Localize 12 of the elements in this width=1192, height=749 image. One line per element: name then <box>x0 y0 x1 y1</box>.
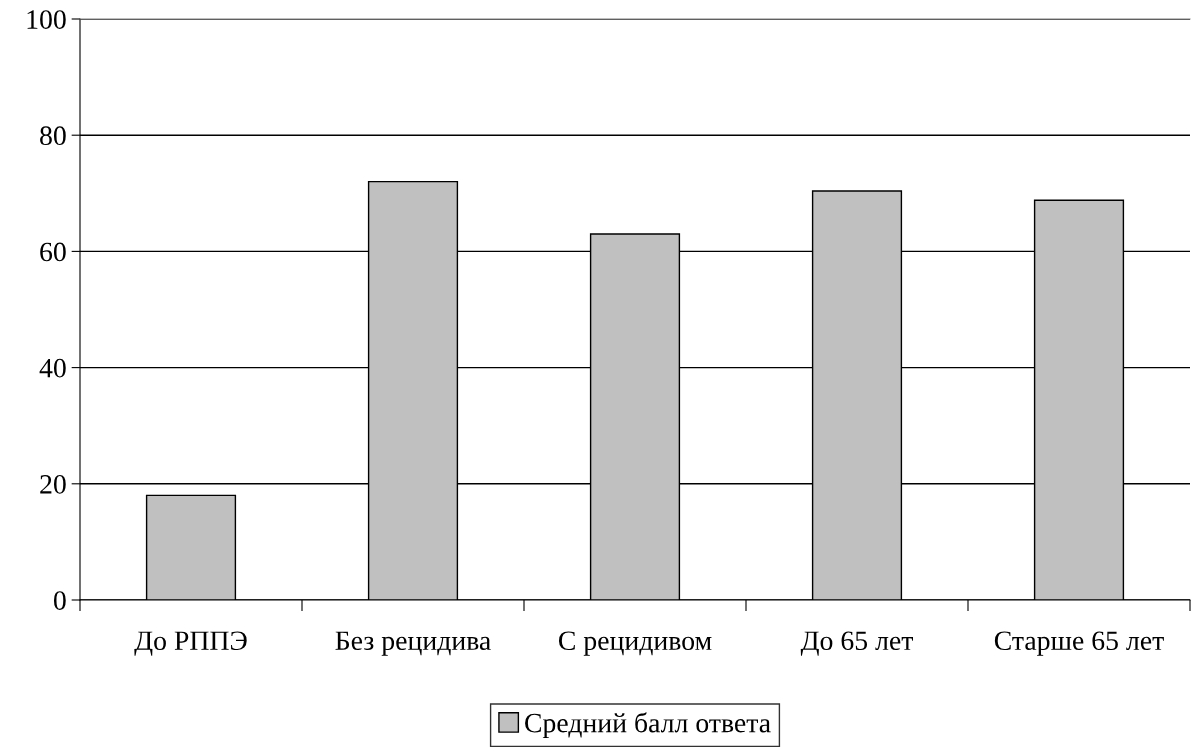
y-tick-label: 60 <box>40 242 66 262</box>
x-tick-label: Без рецидива <box>335 631 491 656</box>
x-tick-label: До РППЭ <box>134 631 247 656</box>
y-tick-label: 20 <box>40 474 66 494</box>
y-tick-label: 0 <box>53 591 66 610</box>
x-tick-label: Старше 65 лет <box>994 631 1164 656</box>
y-tick-label: 100 <box>27 10 66 29</box>
y-tick-label: 80 <box>40 126 66 146</box>
legend-label: Средний балл ответа <box>525 712 771 739</box>
y-tick-label: 40 <box>39 358 66 378</box>
x-tick-label: С рецидивом <box>558 631 712 656</box>
x-tick-label: До 65 лет <box>800 631 914 656</box>
